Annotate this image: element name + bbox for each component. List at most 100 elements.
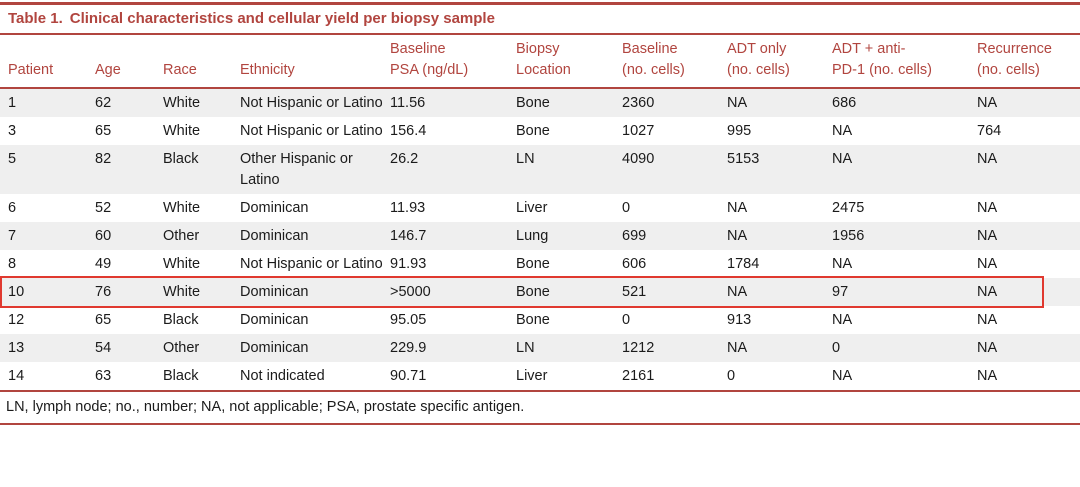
column-header-line1: Baseline xyxy=(390,41,446,57)
table-cell: 26.2 xyxy=(390,151,419,167)
table-number: Table 1. xyxy=(8,10,63,27)
table-cell: NA xyxy=(977,95,998,111)
table-cell: 764 xyxy=(977,123,1002,139)
table-cell: Other xyxy=(163,340,200,356)
column-header-line2: Location xyxy=(516,62,571,78)
table-cell: 95.05 xyxy=(390,312,427,328)
table-cell: 65 xyxy=(95,312,112,328)
column-header-line2: Patient xyxy=(8,62,54,78)
table-cell: 10 xyxy=(8,284,25,300)
table-cell: LN xyxy=(516,340,535,356)
table-cell: 65 xyxy=(95,123,112,139)
table-cell: 686 xyxy=(832,95,857,111)
table-cell: 90.71 xyxy=(390,362,516,392)
table-cell: NA xyxy=(727,200,748,216)
table-cell: 6 xyxy=(8,200,17,216)
table-cell: 52 xyxy=(95,200,112,216)
table-row: 10 76 White Dominican >5000 Bone 521 NA 97 NA xyxy=(0,278,1080,306)
table-row: 5 82 Black Other Hispanic or Latino 26.2 LN 40… xyxy=(0,145,1080,194)
table-cell: Not Hispanic or Latino xyxy=(240,95,383,111)
table-cell: 995 xyxy=(727,123,752,139)
table-cell: NA xyxy=(832,123,853,139)
table-cell: 3 xyxy=(8,123,17,139)
table-row: 14 63 Black Not indicated 90.71 Liver 2161 0 NA N… xyxy=(0,362,1080,392)
table-cell: Bone xyxy=(516,95,550,111)
table-row: 7 60 Other Dominican 146.7 Lung 699 NA 1956 NA xyxy=(0,222,1080,250)
column-header-line1: Biopsy xyxy=(516,41,560,57)
table-cell: 12 xyxy=(8,312,25,328)
column-header: Ethnicity xyxy=(240,35,390,89)
table-cell: 2360 xyxy=(622,95,655,111)
table-cell: 11.93 xyxy=(390,200,426,216)
table-row: 8 49 White Not Hispanic or Latino 91.93 Bone 6… xyxy=(0,250,1080,278)
title-rule xyxy=(0,33,1080,35)
table-cell: White xyxy=(163,284,201,300)
table-cell: Black xyxy=(163,151,199,167)
table-cell: NA xyxy=(977,151,998,167)
table-cell: Bone xyxy=(516,312,550,328)
table-cell: NA xyxy=(977,340,998,356)
bottom-rule xyxy=(0,423,1080,425)
table-cell: 1956 xyxy=(832,228,865,244)
table-cell: White xyxy=(163,95,201,111)
table-cell: 0 xyxy=(727,362,832,392)
column-header: Recurrence (no. cells) xyxy=(977,35,1080,89)
column-header-line1: ADT only xyxy=(727,41,787,57)
table-cell: 0 xyxy=(622,200,631,216)
table-cell: 4090 xyxy=(622,151,655,167)
table-cell: 14 xyxy=(0,362,95,392)
table-cell: 13 xyxy=(8,340,25,356)
table-cell: 11.56 xyxy=(390,95,426,111)
column-header-line2: (no. cells) xyxy=(727,62,790,78)
table-cell: NA xyxy=(727,228,748,244)
table-cell: 97 xyxy=(832,284,849,300)
table-title: Table 1. Clinical characteristics and cel… xyxy=(0,5,1080,33)
column-header-line1: Recurrence xyxy=(977,41,1052,57)
table-cell: Dominican xyxy=(240,284,309,300)
table-cell: Bone xyxy=(516,284,550,300)
table-row: 6 52 White Dominican 11.93 Liver 0 NA 2475 NA xyxy=(0,194,1080,222)
table-cell: 2161 xyxy=(622,362,727,392)
table-cell: 62 xyxy=(95,95,112,111)
table-cell: Liver xyxy=(516,200,548,216)
table-cell: 1212 xyxy=(622,340,655,356)
table-cell: Liver xyxy=(516,362,622,392)
column-header-line2: PSA (ng/dL) xyxy=(390,62,469,78)
table-cell: Bone xyxy=(516,123,550,139)
table-cell: Black xyxy=(163,312,199,328)
table-cell: 0 xyxy=(622,312,631,328)
table-cell: 156.4 xyxy=(390,123,427,139)
table-cell: 606 xyxy=(622,256,647,272)
table-cell: NA xyxy=(832,151,853,167)
table-cell: 76 xyxy=(95,284,112,300)
table-cell: Not Hispanic or Latino xyxy=(240,123,383,139)
column-header-line2: (no. cells) xyxy=(977,62,1040,78)
table-cell: >5000 xyxy=(390,284,431,300)
table-cell: Dominican xyxy=(240,200,309,216)
table-cell: NA xyxy=(977,312,998,328)
table-footnote: LN, lymph node; no., number; NA, not app… xyxy=(6,399,525,415)
table-cell: NA xyxy=(977,228,998,244)
table-cell: Not Hispanic or Latino xyxy=(240,256,383,272)
table-cell: 5153 xyxy=(727,151,760,167)
table-cell: 49 xyxy=(95,256,112,272)
column-header: ADT only (no. cells) xyxy=(727,35,832,89)
table-cell: 229.9 xyxy=(390,340,427,356)
table-cell: LN xyxy=(516,151,535,167)
column-header: Biopsy Location xyxy=(516,35,622,89)
column-header: ADT + anti- PD-1 (no. cells) xyxy=(832,35,977,89)
table-cell: 521 xyxy=(622,284,647,300)
table-cell: NA xyxy=(977,362,1080,392)
table-cell: 91.93 xyxy=(390,256,427,272)
table-cell: 63 xyxy=(95,362,163,392)
table-cell: 8 xyxy=(8,256,17,272)
column-header: Age xyxy=(95,35,163,89)
table-cell: Other Hispanic or Latino xyxy=(240,151,353,188)
column-header-line2: PD-1 (no. cells) xyxy=(832,62,932,78)
column-header: Baseline (no. cells) xyxy=(622,35,727,89)
table-cell: 54 xyxy=(95,340,112,356)
table-cell: 82 xyxy=(95,151,112,167)
table-cell: Other xyxy=(163,228,200,244)
table-cell: Not indicated xyxy=(240,362,390,392)
